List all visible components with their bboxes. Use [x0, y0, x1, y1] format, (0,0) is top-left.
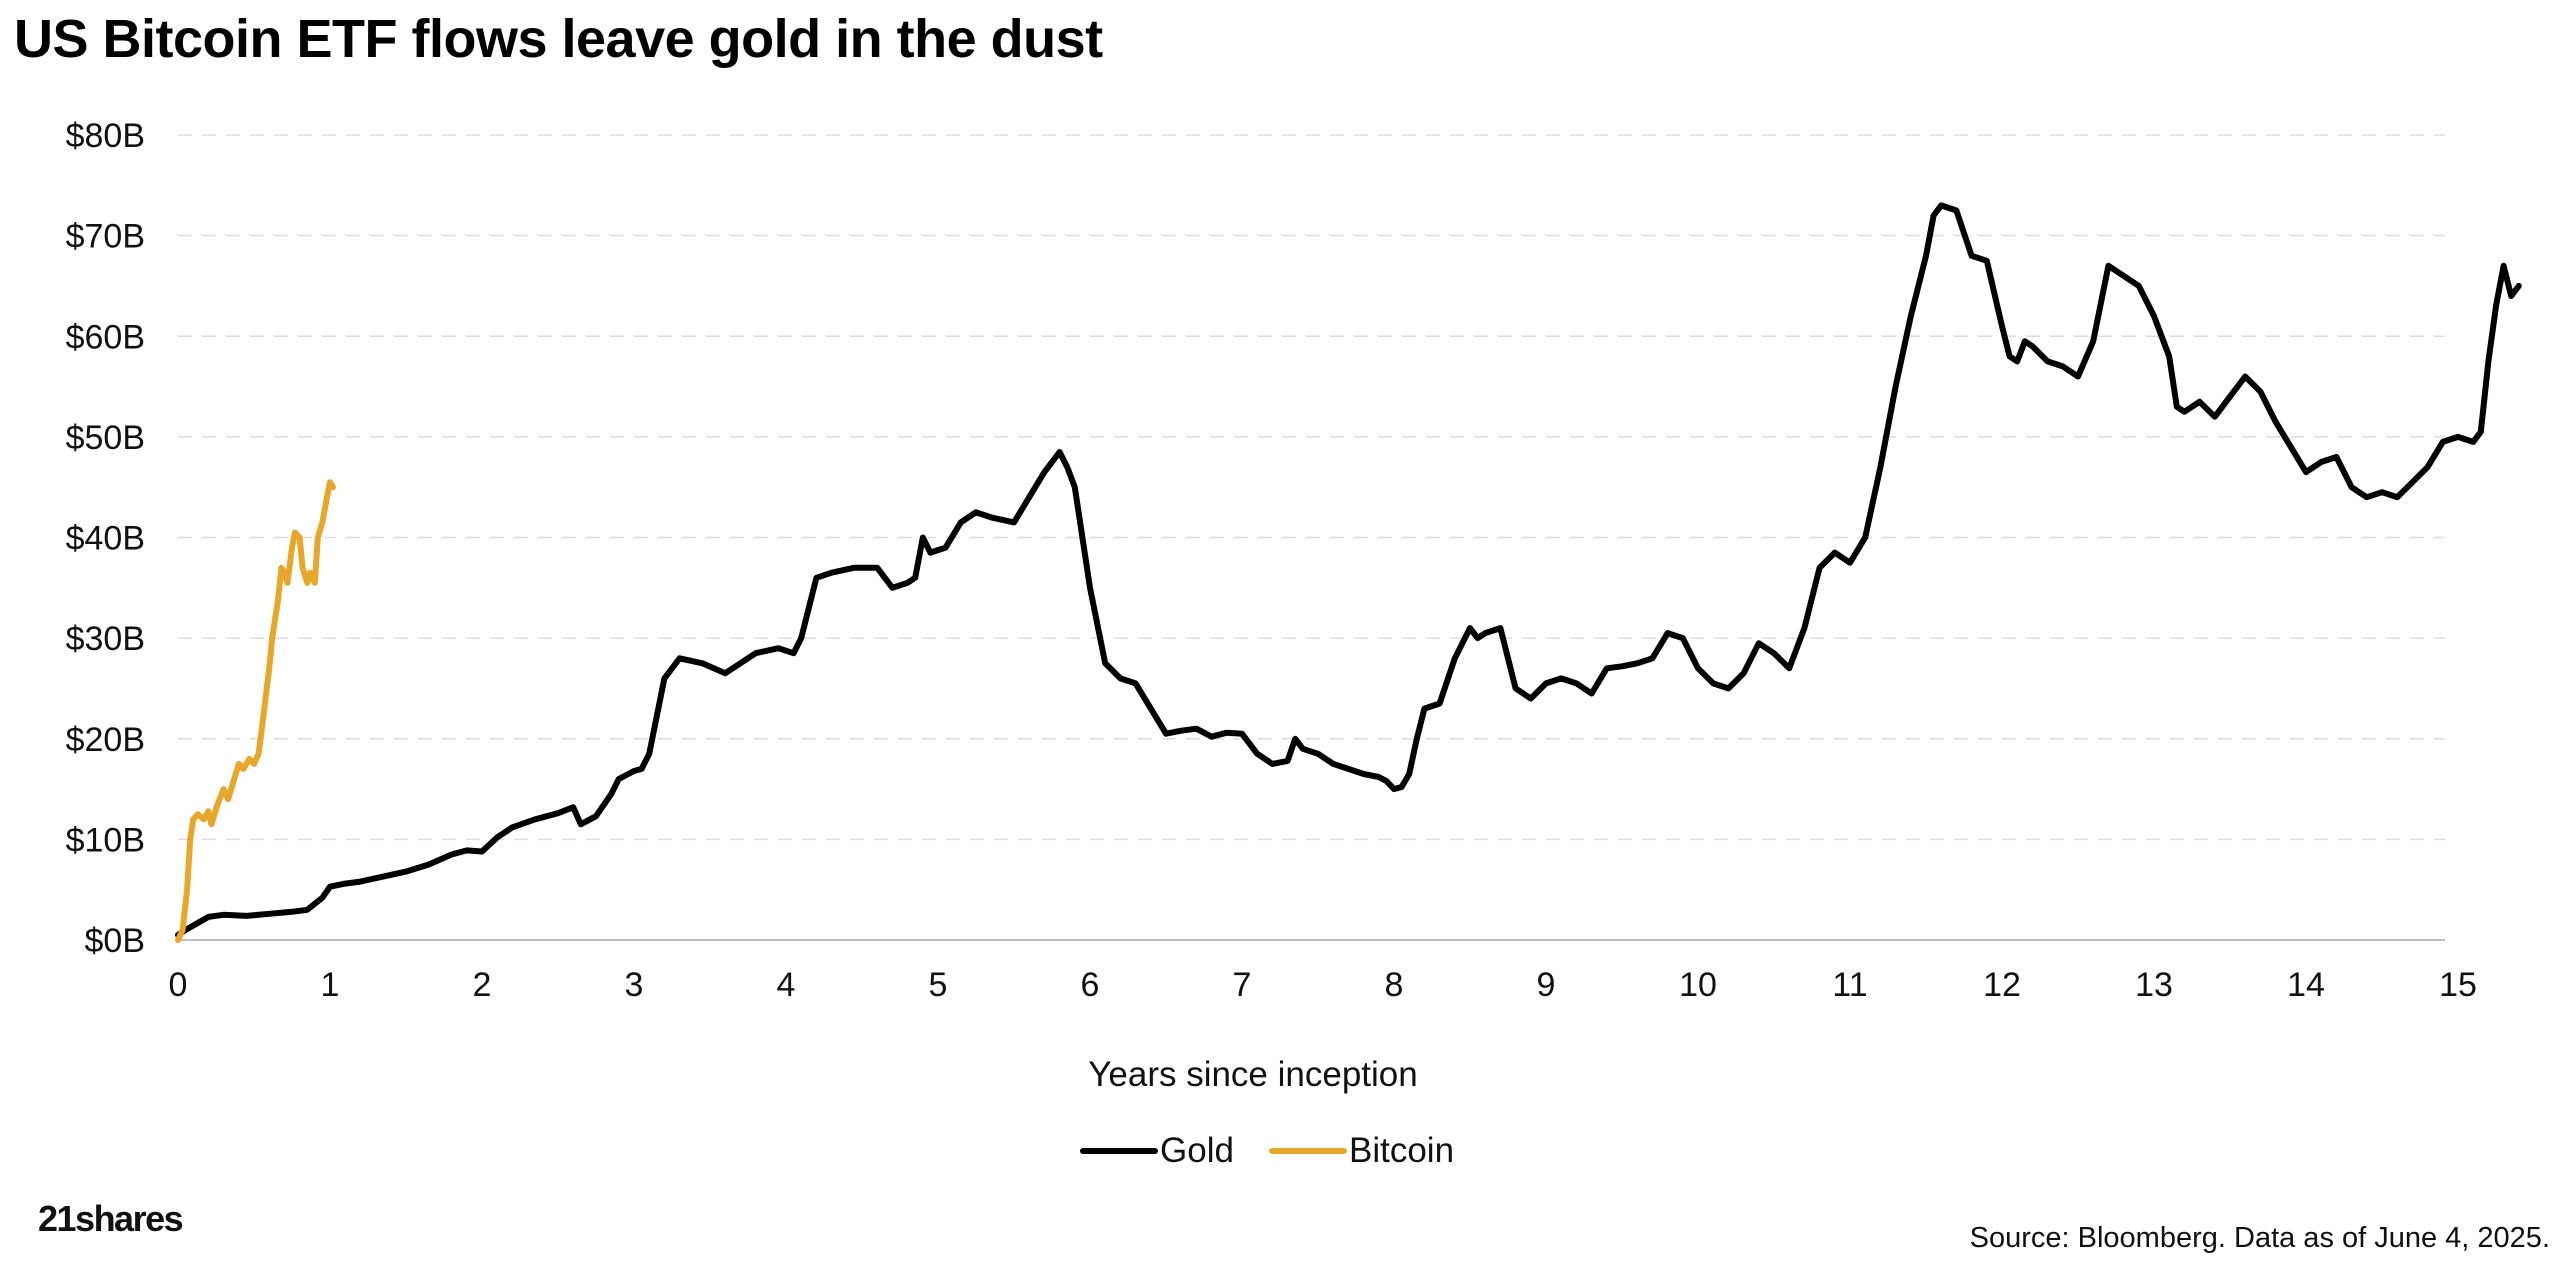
gridlines — [178, 134, 2445, 841]
x-tick-label: 3 — [625, 966, 644, 1004]
x-tick-label: 11 — [1832, 966, 1867, 1004]
y-axis-tick-labels: $0B $10B $20B $30B $40B $50B $60B $70B $80B — [66, 117, 145, 960]
x-tick-label: 9 — [1537, 966, 1556, 1004]
source-note: Source: Bloomberg. Data as of June 4, 20… — [1969, 1222, 2550, 1254]
chart-title: US Bitcoin ETF flows leave gold in the d… — [14, 9, 1103, 69]
y-tick-label: $10B — [66, 821, 145, 859]
x-axis-tick-labels: 0 1 2 3 4 5 6 7 8 9 10 11 12 13 14 15 — [169, 966, 2477, 1004]
x-tick-label: 8 — [1385, 966, 1404, 1004]
x-tick-label: 7 — [1233, 966, 1252, 1004]
y-tick-label: $80B — [66, 117, 145, 155]
legend-label-gold: Gold — [1160, 1131, 1234, 1170]
x-tick-label: 5 — [929, 966, 948, 1004]
y-tick-label: $40B — [66, 520, 145, 558]
brand-logo: 21shares — [38, 1198, 184, 1239]
series-line-bitcoin — [175, 479, 336, 943]
legend-item-bitcoin[interactable]: Bitcoin — [1269, 1131, 1454, 1170]
y-tick-label: $0B — [85, 922, 146, 960]
x-axis-title: Years since inception — [1088, 1055, 1417, 1094]
legend-label-bitcoin: Bitcoin — [1349, 1131, 1454, 1170]
y-tick-label: $20B — [66, 721, 145, 759]
x-tick-label: 2 — [473, 966, 492, 1004]
y-tick-label: $30B — [66, 620, 145, 658]
y-tick-label: $70B — [66, 218, 145, 256]
x-tick-label: 0 — [169, 966, 188, 1004]
series-lines — [175, 202, 2522, 943]
x-tick-label: 14 — [2287, 966, 2325, 1004]
x-tick-label: 12 — [1983, 966, 2021, 1004]
legend: Gold Bitcoin — [1080, 1131, 1454, 1170]
x-tick-label: 15 — [2439, 966, 2477, 1004]
x-tick-label: 10 — [1679, 966, 1717, 1004]
x-tick-label: 1 — [321, 966, 340, 1004]
x-tick-label: 13 — [2135, 966, 2173, 1004]
y-tick-label: $50B — [66, 419, 145, 457]
x-tick-label: 6 — [1081, 966, 1100, 1004]
y-tick-label: $60B — [66, 318, 145, 356]
legend-item-gold[interactable]: Gold — [1080, 1131, 1234, 1170]
series-line-gold — [175, 202, 2522, 938]
x-tick-label: 4 — [777, 966, 796, 1004]
